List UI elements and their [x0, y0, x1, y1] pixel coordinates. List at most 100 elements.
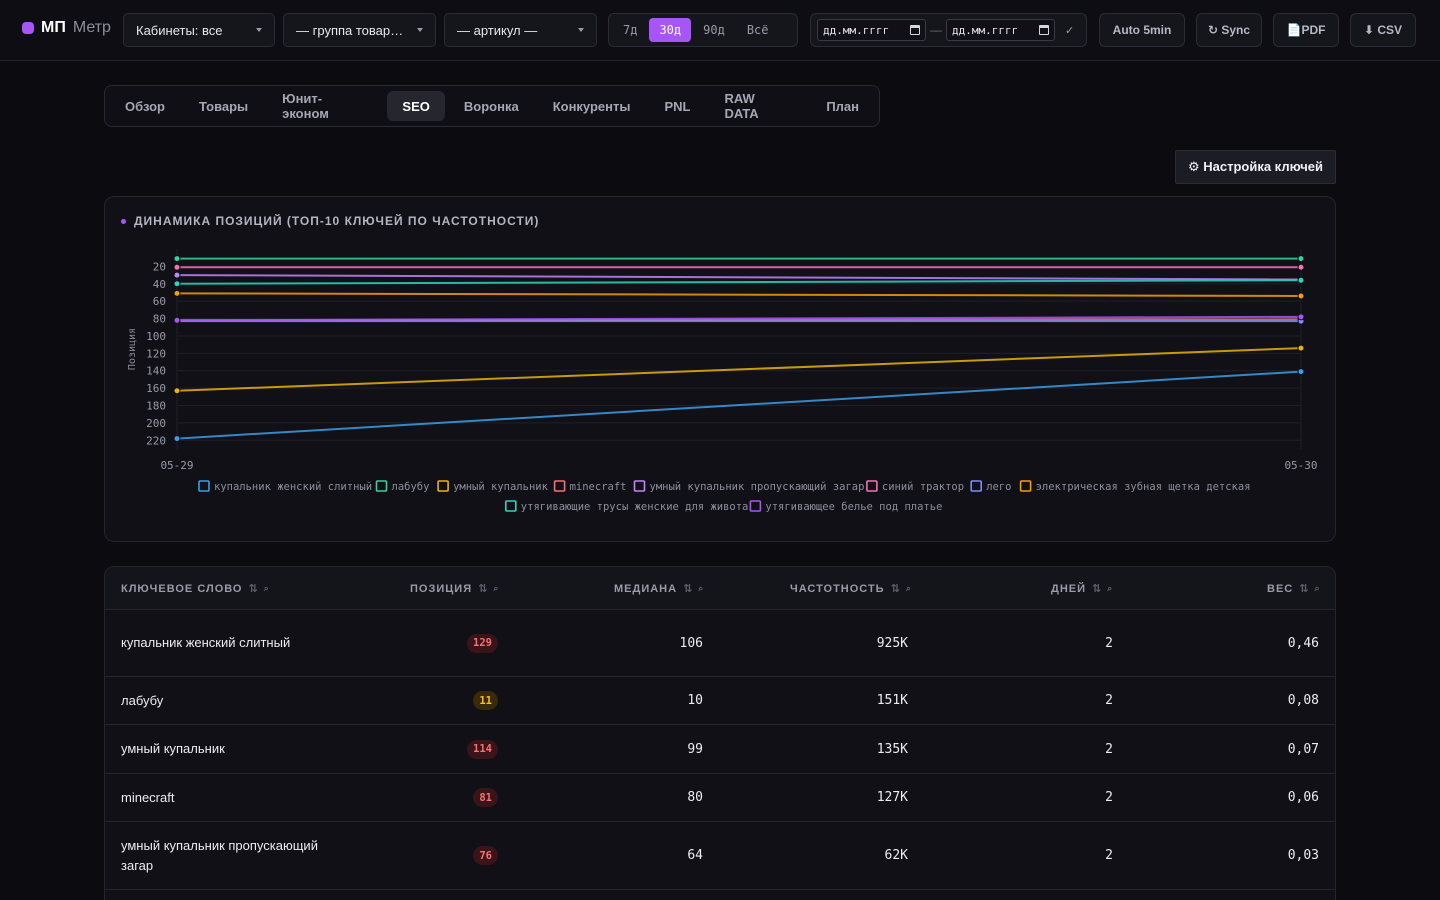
- position-badge: 76: [473, 846, 498, 865]
- y-tick-label: 100: [146, 330, 166, 343]
- sort-icon[interactable]: ⇅: [248, 583, 258, 595]
- tab-raw-data[interactable]: RAW DATA: [724, 91, 759, 121]
- position-cell: 129: [467, 610, 498, 676]
- article-select[interactable]: — артикул —: [444, 13, 597, 47]
- product-group-select[interactable]: — группа товар…: [283, 13, 436, 47]
- legend-swatch: [866, 480, 878, 492]
- median-cell: 10: [687, 693, 703, 708]
- tab-competitors[interactable]: Конкуренты: [552, 98, 631, 114]
- col-weight-label: ВЕС: [1267, 582, 1294, 595]
- col-weight[interactable]: ВЕС ⇅ ⌕: [1267, 567, 1320, 610]
- auto-refresh-button[interactable]: Auto 5min: [1099, 13, 1185, 47]
- tab-pnl[interactable]: PNL: [664, 98, 691, 114]
- y-tick-label: 60: [153, 295, 166, 308]
- weight-cell: 0,03: [1287, 848, 1319, 863]
- table-row[interactable]: умный купальник 114 99 135К 2 0,07: [105, 725, 1335, 774]
- position-cell: 81: [473, 774, 498, 821]
- col-frequency[interactable]: ЧАСТОТНОСТЬ ⇅ ⌕: [790, 567, 911, 610]
- data-point: [1297, 344, 1305, 352]
- data-point: [1297, 255, 1305, 263]
- series-line: [176, 315, 1302, 322]
- tab-plan[interactable]: План: [826, 98, 859, 114]
- apply-dates-button[interactable]: ✓: [1065, 24, 1075, 37]
- keyword-cell: купальник женский слитный: [121, 635, 291, 650]
- filter-icon[interactable]: ⌕: [263, 583, 269, 593]
- filter-icon[interactable]: ⌕: [1314, 583, 1320, 593]
- median-cell: 99: [687, 741, 703, 757]
- median-cell: 80: [687, 790, 703, 805]
- keywords-table: КЛЮЧЕВОЕ СЛОВО ⇅ ⌕ ПОЗИЦИЯ ⇅ ⌕ МЕДИАНА ⇅…: [104, 566, 1336, 900]
- sync-button[interactable]: ↻ Sync: [1196, 13, 1262, 47]
- brand-logo[interactable]: МП Метр: [22, 19, 111, 37]
- cabinets-select[interactable]: Кабинеты: все: [123, 13, 275, 47]
- top-bar: МП Метр Кабинеты: все — группа товар… — …: [0, 0, 1440, 61]
- y-tick-label: 160: [146, 382, 166, 395]
- date-from-placeholder: дд.мм.гггг: [823, 23, 890, 37]
- data-point: [173, 263, 181, 271]
- y-tick-label: 120: [146, 347, 166, 360]
- data-point: [173, 255, 181, 263]
- product-group-select-value: — группа товар…: [296, 22, 404, 38]
- series-line: [176, 274, 1302, 281]
- days-cell: 2: [1105, 790, 1113, 805]
- x-tick-label: 05-29: [160, 459, 193, 472]
- col-keyword[interactable]: КЛЮЧЕВОЕ СЛОВО ⇅ ⌕: [121, 567, 269, 610]
- median-cell: 64: [687, 848, 703, 863]
- tab-overview[interactable]: Обзор: [125, 98, 165, 114]
- weight-cell: 0,08: [1287, 693, 1319, 708]
- table-row[interactable]: minecraft 81 80 127К 2 0,06: [105, 774, 1335, 822]
- keys-settings-button[interactable]: ⚙ Настройка ключей: [1175, 150, 1336, 184]
- sort-icon[interactable]: ⇅: [890, 583, 900, 595]
- days-cell: 2: [1105, 741, 1113, 757]
- sort-icon[interactable]: ⇅: [1092, 583, 1102, 595]
- legend-swatch: [437, 480, 449, 492]
- data-point: [1297, 313, 1305, 321]
- legend-label: утягивающие трусы женские для живота: [521, 501, 749, 513]
- table-row[interactable]: купальник женский слитный 129 106 925К 2…: [105, 610, 1335, 677]
- logo-mark-icon: [22, 22, 34, 34]
- data-point: [173, 280, 181, 288]
- date-from-input[interactable]: дд.мм.гггг: [817, 19, 926, 41]
- table-row[interactable]: умный купальник пропускающий загар 76 64…: [105, 822, 1335, 890]
- period-30d-button[interactable]: 30д: [649, 18, 692, 42]
- tab-funnel[interactable]: Воронка: [463, 98, 519, 114]
- data-point: [173, 271, 181, 279]
- frequency-cell: 151К: [876, 693, 908, 708]
- data-point: [173, 316, 181, 324]
- filter-icon[interactable]: ⌕: [493, 583, 499, 593]
- export-pdf-button[interactable]: 📄PDF: [1273, 13, 1339, 47]
- table-row[interactable]: лабубу 11 10 151К 2 0,08: [105, 677, 1335, 725]
- tab-seo[interactable]: SEO: [387, 91, 445, 121]
- period-7d-button[interactable]: 7д: [623, 23, 638, 37]
- sort-icon[interactable]: ⇅: [1299, 583, 1309, 595]
- legend-label: умный купальник пропускающий загар: [650, 481, 865, 493]
- x-tick-label: 05-30: [1284, 459, 1317, 472]
- filter-icon[interactable]: ⌕: [698, 583, 704, 593]
- series-line: [176, 292, 1302, 297]
- sort-icon[interactable]: ⇅: [683, 583, 693, 595]
- frequency-cell: 135К: [876, 741, 908, 757]
- period-all-button[interactable]: Всё: [746, 23, 769, 37]
- calendar-icon[interactable]: [1039, 25, 1049, 35]
- position-badge: 11: [473, 691, 498, 710]
- days-cell: 2: [1105, 635, 1113, 651]
- period-selector: 7д 30д 90д Всё: [608, 13, 798, 47]
- filter-icon[interactable]: ⌕: [1107, 583, 1113, 593]
- tab-products[interactable]: Товары: [199, 98, 249, 114]
- col-days[interactable]: ДНЕЙ ⇅ ⌕: [1051, 567, 1112, 610]
- section-tabs: Обзор Товары Юнит-эконом SEO Воронка Кон…: [104, 85, 880, 127]
- weight-cell: 0,46: [1287, 635, 1319, 651]
- legend-swatch: [504, 500, 517, 512]
- tab-unit-economics[interactable]: Юнит-эконом: [282, 91, 329, 121]
- legend-swatch: [970, 480, 983, 492]
- col-median[interactable]: МЕДИАНА ⇅ ⌕: [614, 567, 703, 610]
- col-days-label: ДНЕЙ: [1051, 582, 1087, 595]
- legend-label: лабубу: [392, 481, 430, 493]
- calendar-icon[interactable]: [910, 25, 920, 35]
- col-position[interactable]: ПОЗИЦИЯ ⇅ ⌕: [410, 567, 498, 610]
- export-csv-button[interactable]: ⬇ CSV: [1350, 13, 1416, 47]
- period-90d-button[interactable]: 90д: [703, 23, 725, 37]
- sort-icon[interactable]: ⇅: [478, 583, 488, 595]
- filter-icon[interactable]: ⌕: [905, 583, 911, 593]
- date-to-input[interactable]: дд.мм.гггг: [946, 19, 1055, 41]
